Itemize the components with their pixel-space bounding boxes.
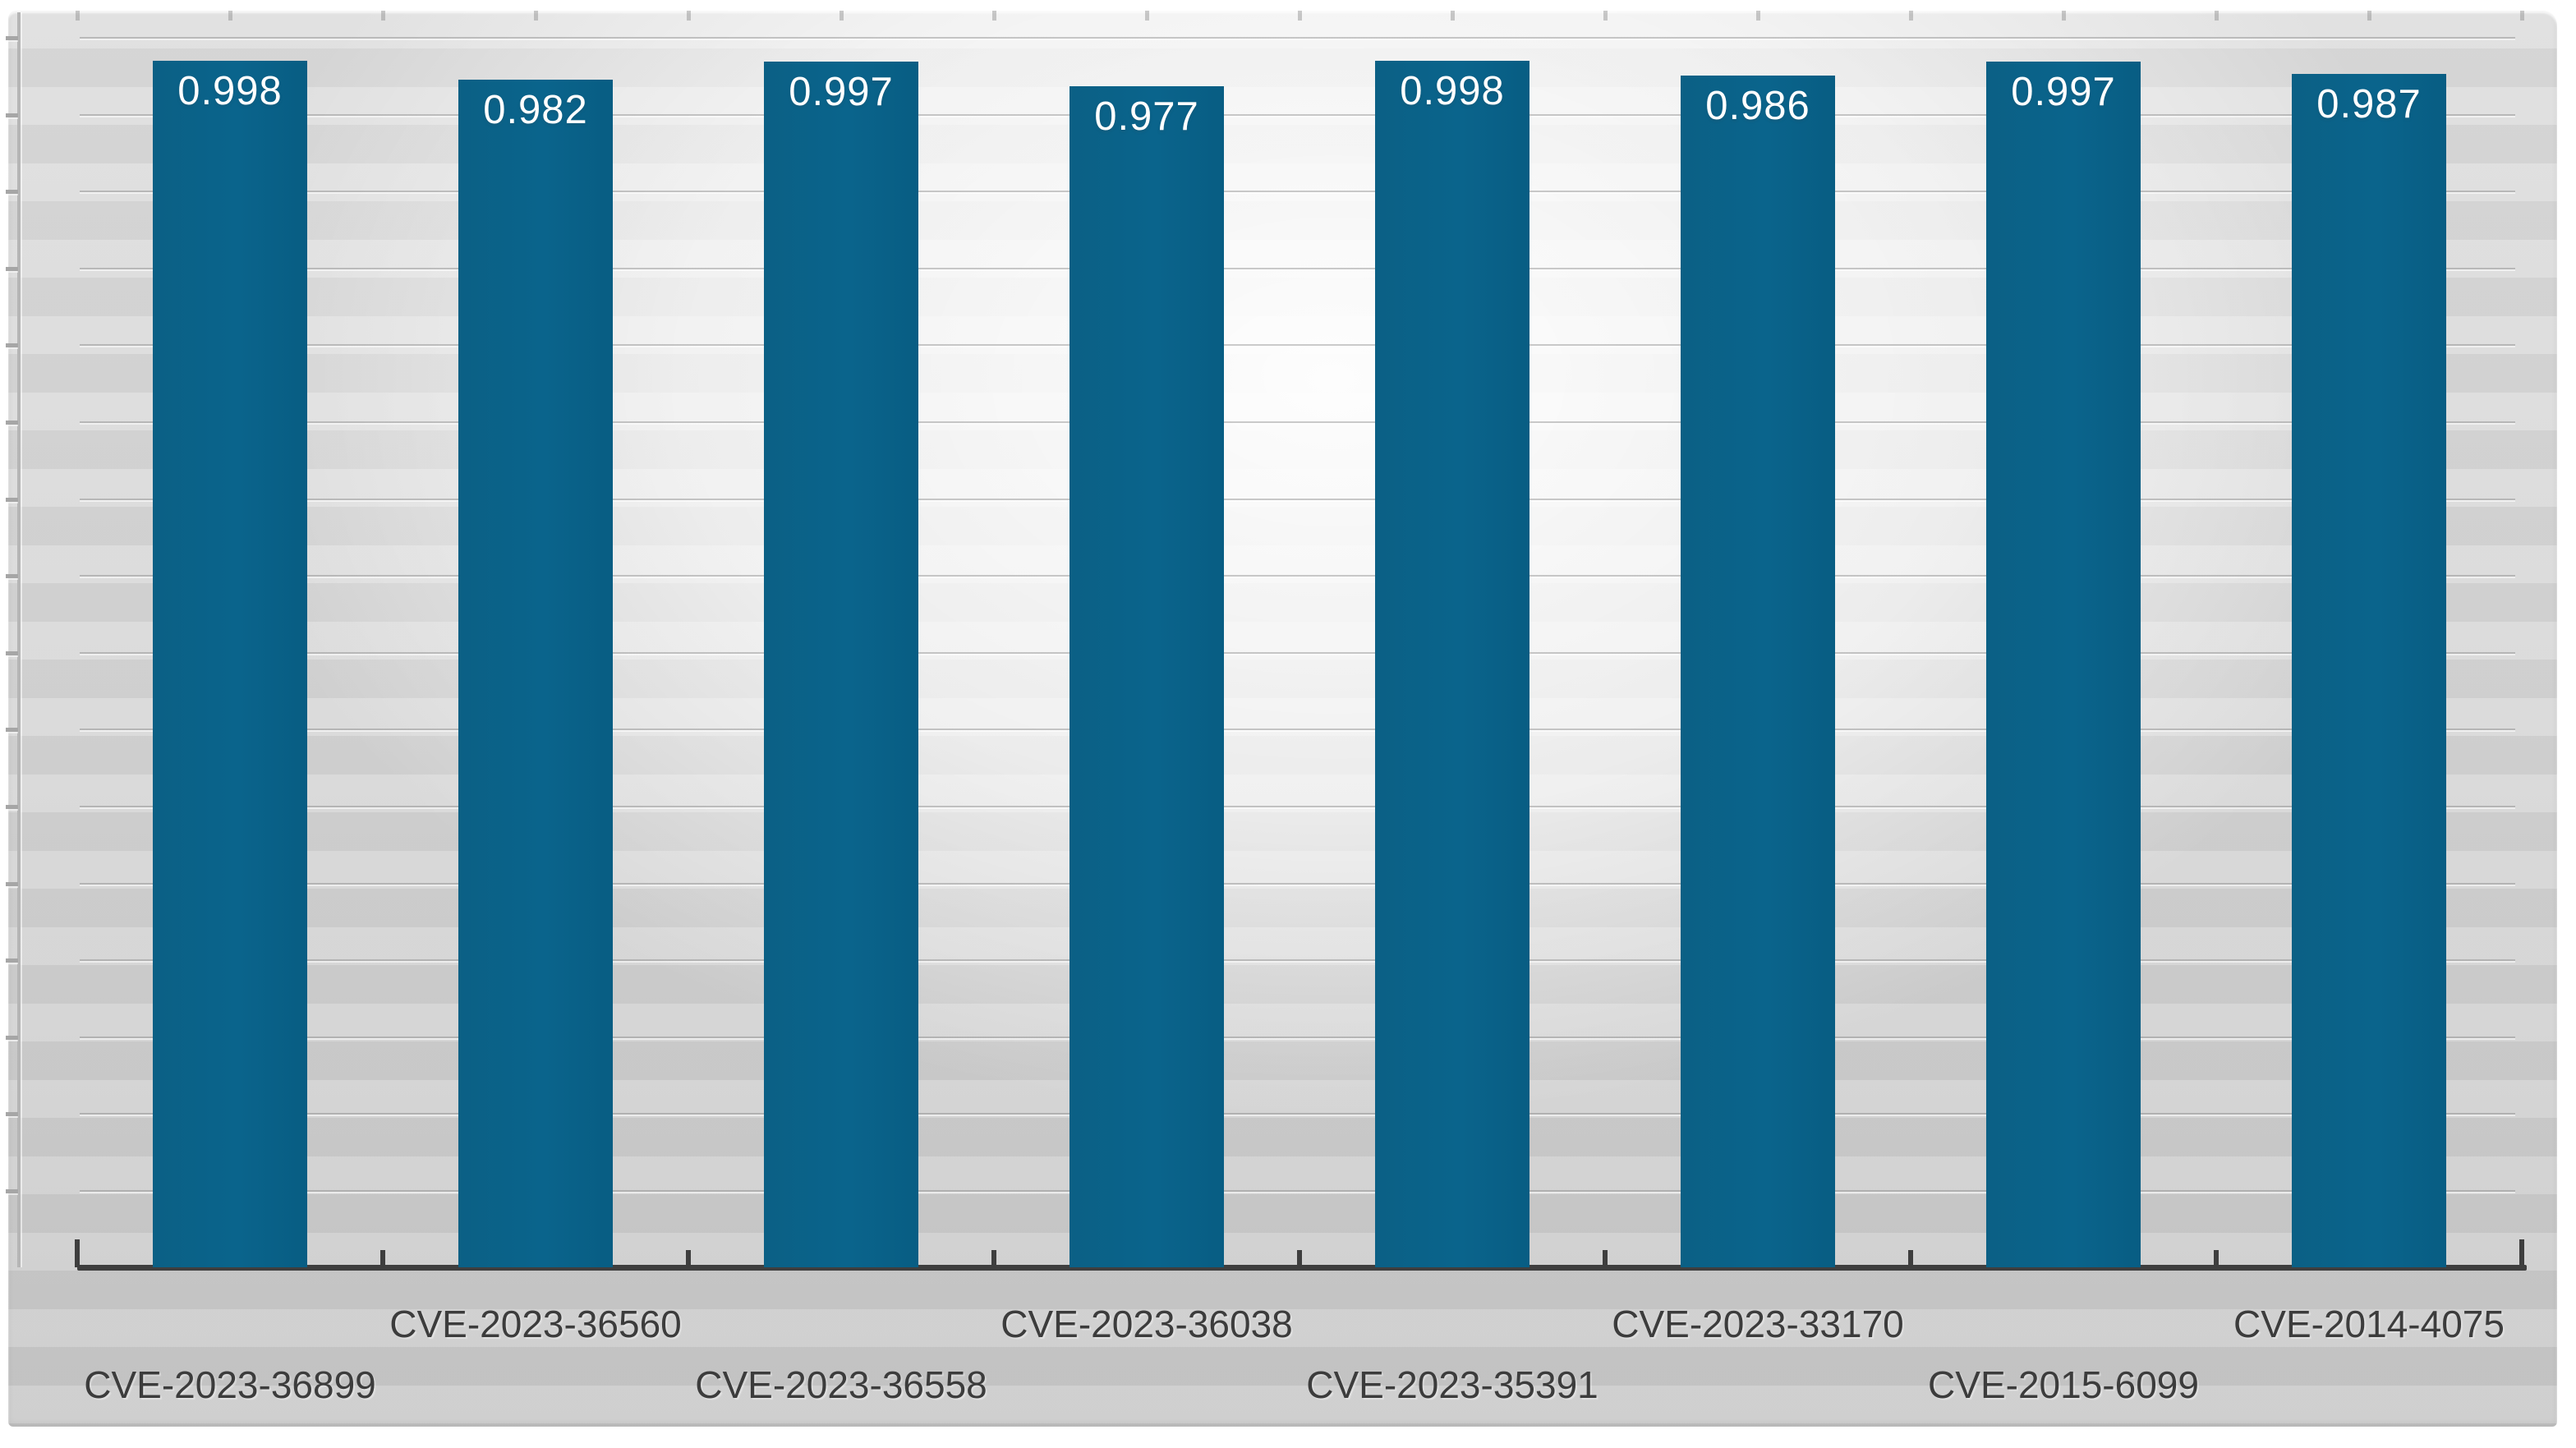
x-axis-tick: [380, 1250, 385, 1267]
chart-plot-background: [8, 11, 2557, 1427]
gridline: [80, 344, 2515, 347]
gridline: [80, 652, 2515, 655]
y-axis-tick: [6, 882, 18, 886]
top-edge-tick: [1298, 11, 1302, 21]
top-edge-tick: [534, 11, 538, 21]
gridline: [80, 883, 2515, 886]
top-edge-tick: [687, 11, 691, 21]
gridline: [80, 729, 2515, 732]
x-axis-label: CVE-2023-36558: [695, 1363, 987, 1406]
y-axis-tick: [6, 267, 18, 271]
y-axis-tick: [6, 343, 18, 347]
bar-value-label: 0.997: [2011, 70, 2116, 114]
y-axis-tick: [6, 805, 18, 809]
gridline: [80, 191, 2515, 194]
x-axis-label: CVE-2015-6099: [1928, 1363, 2199, 1406]
x-axis-tick: [686, 1250, 691, 1267]
y-axis-tick: [6, 421, 18, 425]
gridline: [80, 1037, 2515, 1040]
x-axis-end-tick: [2519, 1239, 2524, 1267]
top-edge-tick: [228, 11, 232, 21]
y-axis-tick: [6, 1036, 18, 1040]
top-edge-tick: [76, 11, 80, 21]
gridline: [80, 959, 2515, 963]
y-axis-tick: [6, 651, 18, 655]
y-axis-tick: [6, 1112, 18, 1116]
bar-value-label: 0.986: [1705, 84, 1810, 128]
top-edge-tick: [381, 11, 385, 21]
top-edge-tick: [2367, 11, 2371, 21]
x-axis-tick: [2214, 1250, 2219, 1267]
bar-value-label: 0.987: [2316, 82, 2422, 126]
bar-value-label: 0.977: [1094, 94, 1199, 139]
y-axis-tick: [6, 190, 18, 194]
top-edge-tick: [840, 11, 844, 21]
bar-value-label: 0.998: [1400, 69, 1505, 113]
y-axis-tick: [6, 958, 18, 963]
bar-CVE-2015-6099: 0.997: [1986, 62, 2141, 1267]
bar-CVE-2023-33170: 0.986: [1681, 76, 1835, 1267]
bar-CVE-2023-36038: 0.977: [1070, 86, 1224, 1267]
x-axis-line: [77, 1265, 2527, 1271]
x-axis-label: CVE-2014-4075: [2233, 1303, 2505, 1345]
y-axis-line: [17, 12, 21, 1267]
gridline: [80, 806, 2515, 809]
gridline: [80, 1113, 2515, 1116]
top-edge-tick: [2215, 11, 2219, 21]
y-axis-tick: [6, 113, 18, 117]
y-axis-tick: [6, 1189, 18, 1193]
bar-value-label: 0.998: [177, 69, 283, 113]
bar-value-label: 0.997: [789, 70, 894, 114]
top-edge-tick: [1451, 11, 1455, 21]
top-edge-tick: [1145, 11, 1149, 21]
x-axis-tick: [1603, 1250, 1608, 1267]
y-axis-tick: [6, 574, 18, 578]
gridline: [80, 268, 2515, 271]
bar-CVE-2023-36560: 0.982: [458, 80, 613, 1267]
bar-value-label: 0.982: [483, 88, 588, 132]
gridline: [80, 499, 2515, 502]
bar-CVE-2014-4075: 0.987: [2292, 74, 2446, 1267]
top-edge-tick: [1756, 11, 1760, 21]
top-edge-tick: [2520, 11, 2524, 21]
x-axis-tick: [1908, 1250, 1913, 1267]
y-axis-tick: [6, 728, 18, 732]
bar-CVE-2023-36899: 0.998: [153, 61, 307, 1267]
gridline: [80, 575, 2515, 578]
x-axis-label: CVE-2023-36038: [1000, 1303, 1293, 1345]
gridline: [80, 421, 2515, 425]
gridline: [80, 1190, 2515, 1193]
gridline: [80, 114, 2515, 117]
x-axis-tick: [991, 1250, 996, 1267]
bar-CVE-2023-36558: 0.997: [764, 62, 918, 1267]
bar-CVE-2023-35391: 0.998: [1375, 61, 1530, 1267]
y-axis-tick: [6, 498, 18, 502]
top-edge-tick: [992, 11, 996, 21]
x-axis-label: CVE-2023-36899: [84, 1363, 376, 1406]
y-axis-tick: [6, 36, 18, 40]
x-axis-end-tick: [75, 1239, 80, 1267]
x-axis-label: CVE-2023-33170: [1612, 1303, 1904, 1345]
x-axis-label: CVE-2023-35391: [1306, 1363, 1598, 1406]
x-axis-label: CVE-2023-36560: [389, 1303, 682, 1345]
gridline: [80, 37, 2515, 40]
top-edge-tick: [1603, 11, 1608, 21]
top-edge-tick: [1909, 11, 1913, 21]
x-axis-tick: [1297, 1250, 1302, 1267]
top-edge-tick: [2062, 11, 2066, 21]
